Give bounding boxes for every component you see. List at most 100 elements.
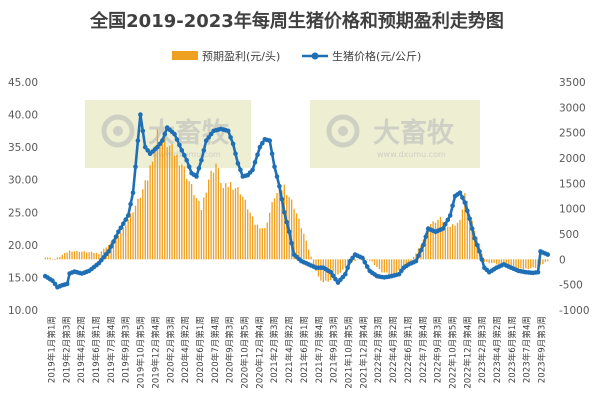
profit-bar [547,259,549,262]
profit-bar [139,197,142,260]
price-point [474,242,480,248]
profit-bar [512,259,515,268]
profit-bar [334,259,337,278]
left-tick-label: 15.00 [8,272,38,284]
profit-bar [505,259,507,266]
profit-bar [212,172,215,260]
x-tick-label: 2019年12月第4周 [149,316,161,389]
price-point [203,138,209,143]
profit-bar [469,214,471,260]
profit-bar [181,164,183,260]
price-point [465,208,470,213]
x-tick-label: 2021年7月第4周 [313,316,325,383]
profit-bar [295,213,298,260]
right-tick-label: 1500 [559,178,586,190]
x-tick-label: 2020年6月第1周 [194,316,206,383]
left-tick-label: 35.00 [8,142,38,154]
profit-bar [425,233,427,260]
profit-bar [110,242,112,260]
x-tick-label: 2023年6月第1周 [506,316,518,383]
profit-bar [542,259,544,265]
x-tick-label: 2020年2月第3周 [164,316,176,383]
profit-bar [466,200,468,260]
profit-bar [56,257,59,260]
x-tick-label: 2019年6月第1周 [90,316,102,383]
profit-bar [229,182,232,260]
profit-bar [422,239,425,260]
x-tick-label: 2023年2月第3周 [476,316,488,383]
profit-bar [532,259,534,268]
profit-bar [64,252,66,260]
profit-bar [449,226,451,260]
chart-title: 全国2019-2023年每周生猪价格和预期盈利走势图 [89,10,504,32]
profit-bar [154,145,156,260]
profit-bar [388,259,390,275]
price-point [396,271,402,277]
x-tick-label: 2023年4月第2周 [491,316,503,383]
x-tick-label: 2020年12月第4周 [253,316,265,389]
profit-bar [166,147,168,260]
profit-bar [520,259,522,269]
profit-bar [510,259,512,268]
profit-bar [88,252,90,260]
profit-bar [164,135,166,260]
profit-bar [215,163,217,260]
x-tick-label: 2022年12月第4周 [461,316,473,389]
profit-bar [198,200,200,260]
profit-bar [173,155,176,260]
profit-bar [142,189,144,260]
profit-bar [59,256,61,260]
profit-bar [515,259,517,270]
profit-bar [461,209,464,260]
price-point [345,265,351,271]
price-point [284,219,290,225]
profit-bar [125,225,127,260]
x-tick-label: 2022年6月第1周 [402,316,414,383]
profit-bar [83,251,85,260]
profit-bar [200,210,203,260]
profit-bar [447,226,449,260]
price-point [289,240,294,246]
price-point [157,141,163,147]
price-point [182,153,187,158]
profit-bar [454,225,456,260]
price-point [545,252,551,257]
profit-bar [383,259,385,273]
profit-bar [168,145,171,260]
right-tick-label: 3000 [559,102,586,114]
price-point [145,148,150,153]
profit-bar [432,221,434,260]
price-point [206,135,211,140]
x-tick-label: 2020年7月第4周 [209,316,221,383]
left-tick-label: 30.00 [8,175,38,187]
price-point [282,210,287,215]
profit-bar [459,219,461,260]
price-point [133,164,138,169]
svg-text:www.dxumu.com: www.dxumu.com [152,150,221,159]
profit-bar [234,188,237,260]
profit-bar [186,179,188,260]
price-point [260,140,265,146]
profit-bar [247,209,249,260]
profit-bar [356,259,359,260]
price-point [196,166,202,171]
profit-bar [103,248,105,260]
profit-bar [66,252,68,260]
profit-bar [264,228,266,260]
price-point [52,281,58,287]
price-point [228,135,233,140]
profit-bar [203,197,205,260]
profit-bar [386,259,388,273]
price-point [194,174,199,179]
profit-bar [434,222,437,260]
price-point [172,131,177,137]
price-point [330,273,336,279]
profit-bar [439,216,442,260]
price-point [199,157,204,163]
profit-bar [398,259,400,271]
price-point [267,138,273,143]
price-point [362,259,368,265]
profit-bar [225,183,227,260]
profit-bar [495,259,498,265]
profit-bar [266,222,268,260]
